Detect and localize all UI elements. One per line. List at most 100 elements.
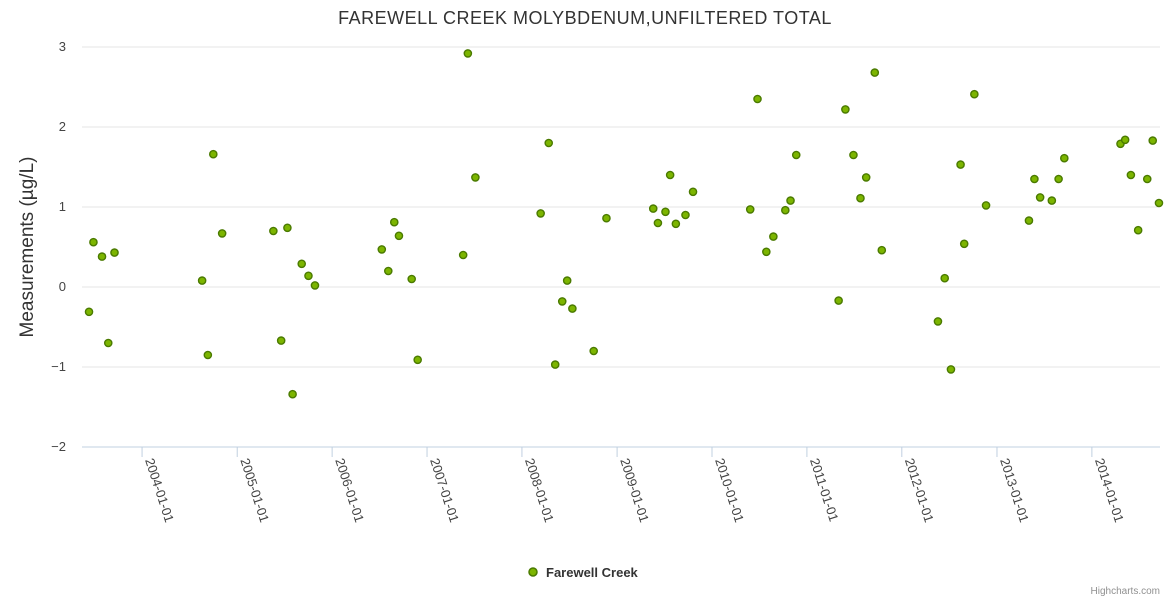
data-point[interactable]: [589, 346, 598, 356]
data-point[interactable]: [203, 350, 213, 360]
data-point[interactable]: [568, 304, 577, 313]
data-point[interactable]: [681, 210, 690, 220]
data-point[interactable]: [1133, 225, 1143, 235]
data-point[interactable]: [688, 187, 698, 197]
data-point[interactable]: [841, 105, 850, 114]
data-point[interactable]: [197, 276, 207, 285]
data-point[interactable]: [209, 149, 218, 159]
data-point[interactable]: [861, 173, 871, 182]
data-point[interactable]: [791, 150, 801, 160]
data-point[interactable]: [288, 389, 297, 399]
data-point[interactable]: [849, 150, 858, 160]
data-point[interactable]: [1054, 174, 1063, 184]
data-point[interactable]: [940, 273, 950, 283]
data-point[interactable]: [1154, 198, 1164, 208]
legend-marker[interactable]: [528, 567, 538, 577]
x-tick-label: 2014-01-01: [1092, 456, 1127, 524]
y-tick-label: 0: [59, 279, 66, 294]
y-axis-ticks: 3 2 1 0 −1 −2: [51, 39, 66, 454]
x-tick-label: 2013-01-01: [997, 456, 1032, 524]
data-point[interactable]: [661, 207, 670, 217]
x-tick-label: 2011-01-01: [807, 456, 842, 523]
data-point[interactable]: [84, 307, 94, 317]
x-tick-label: 2005-01-01: [237, 456, 272, 524]
y-tick-label: −2: [51, 439, 66, 454]
data-point[interactable]: [304, 271, 313, 281]
data-point[interactable]: [781, 205, 790, 215]
data-point[interactable]: [1030, 174, 1039, 184]
data-point[interactable]: [959, 239, 969, 249]
data-point[interactable]: [753, 94, 762, 104]
data-point[interactable]: [557, 297, 567, 306]
legend[interactable]: Farewell Creek: [528, 565, 639, 580]
data-point[interactable]: [786, 196, 795, 205]
data-point[interactable]: [463, 49, 473, 58]
data-point[interactable]: [550, 360, 560, 369]
x-tick-label: 2008-01-01: [522, 456, 557, 524]
x-tick-label: 2009-01-01: [617, 456, 652, 524]
data-point[interactable]: [933, 317, 943, 326]
x-tick-label: 2004-01-01: [142, 456, 177, 524]
data-point[interactable]: [377, 245, 387, 254]
data-point[interactable]: [217, 229, 227, 238]
data-point[interactable]: [536, 209, 545, 218]
data-point[interactable]: [834, 296, 843, 305]
y-axis-label: Measurements (µg/L): [17, 157, 38, 338]
y-tick-label: −1: [51, 359, 66, 374]
x-tick-label: 2007-01-01: [427, 456, 462, 524]
data-point[interactable]: [653, 218, 663, 228]
data-point[interactable]: [310, 281, 320, 290]
data-point[interactable]: [283, 223, 292, 233]
data-point[interactable]: [877, 245, 887, 255]
y-tick-label: 3: [59, 39, 66, 54]
data-point[interactable]: [269, 226, 278, 236]
data-point[interactable]: [394, 231, 404, 241]
data-point[interactable]: [665, 170, 675, 180]
data-point[interactable]: [1024, 216, 1034, 225]
data-point[interactable]: [458, 250, 468, 260]
x-axis: 2004-01-01 2005-01-01 2006-01-01 2007-01-01…: [141, 447, 1127, 524]
data-point[interactable]: [1060, 153, 1069, 163]
chart-title: FAREWELL CREEK MOLYBDENUM,UNFILTERED TOT…: [338, 8, 832, 28]
data-point[interactable]: [297, 259, 307, 269]
data-point[interactable]: [389, 217, 399, 227]
data-point[interactable]: [413, 355, 422, 365]
data-point[interactable]: [89, 237, 98, 247]
data-point[interactable]: [1120, 135, 1130, 145]
data-point[interactable]: [769, 232, 778, 241]
data-point[interactable]: [648, 204, 658, 213]
data-point[interactable]: [870, 68, 880, 77]
data-point[interactable]: [110, 248, 119, 257]
y-tick-label: 2: [59, 119, 66, 134]
data-point[interactable]: [1035, 193, 1045, 202]
data-points: [84, 49, 1164, 399]
data-point[interactable]: [407, 274, 416, 284]
data-point[interactable]: [970, 89, 979, 99]
data-point[interactable]: [97, 252, 107, 261]
data-point[interactable]: [671, 219, 681, 229]
data-point[interactable]: [1148, 136, 1158, 145]
y-tick-label: 1: [59, 199, 66, 214]
credits-link[interactable]: Highcharts.com: [1091, 586, 1160, 597]
data-point[interactable]: [946, 365, 956, 374]
data-point[interactable]: [276, 336, 286, 345]
data-point[interactable]: [1126, 170, 1136, 180]
data-point[interactable]: [602, 213, 611, 223]
x-tick-label: 2010-01-01: [712, 456, 747, 524]
data-point[interactable]: [1047, 196, 1057, 205]
data-point[interactable]: [1142, 174, 1152, 184]
data-point[interactable]: [856, 193, 865, 203]
data-point[interactable]: [956, 160, 965, 169]
data-point[interactable]: [471, 173, 480, 182]
data-point[interactable]: [383, 266, 393, 276]
legend-label[interactable]: Farewell Creek: [546, 565, 639, 580]
data-point[interactable]: [562, 276, 572, 285]
data-point[interactable]: [103, 338, 113, 348]
x-tick-label: 2012-01-01: [902, 456, 937, 524]
data-point[interactable]: [544, 138, 554, 148]
data-point[interactable]: [745, 205, 755, 214]
data-point[interactable]: [762, 247, 771, 257]
data-point[interactable]: [981, 201, 991, 210]
grid-lines: [82, 46, 1160, 448]
